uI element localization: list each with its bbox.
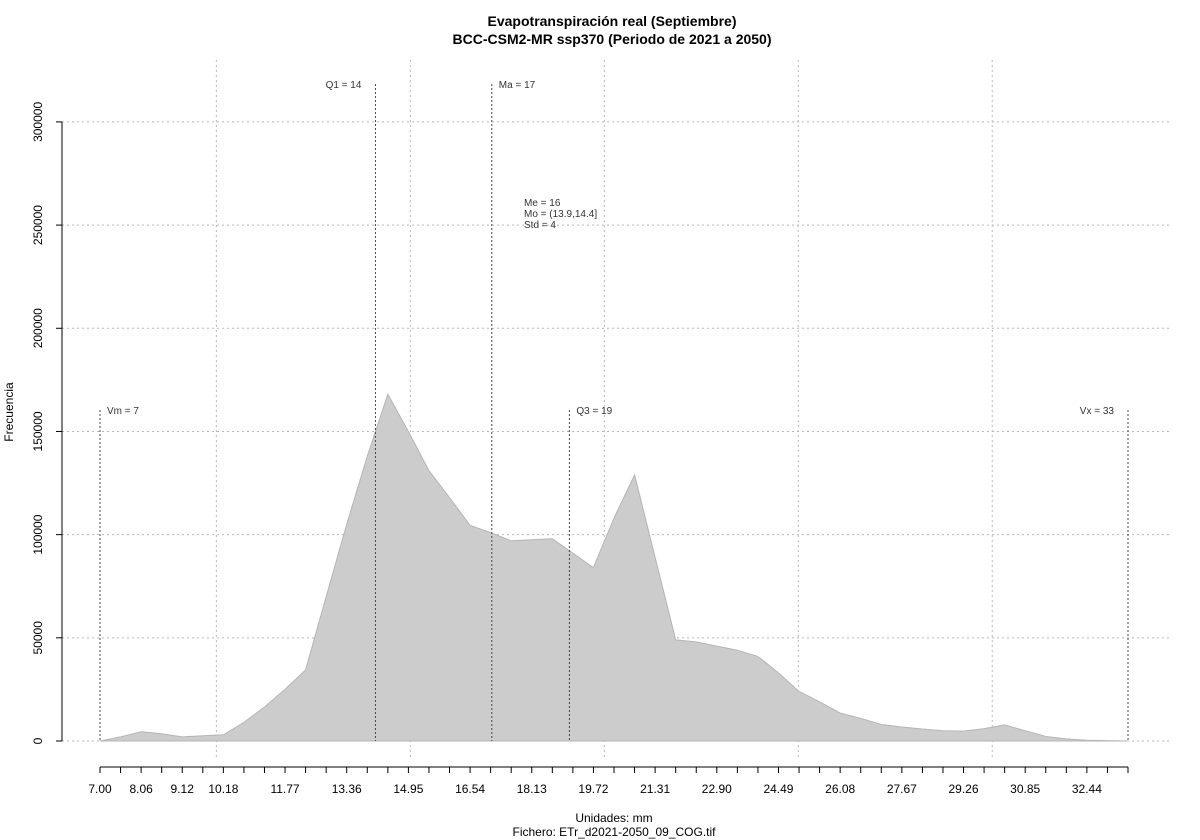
data-point <box>654 556 656 558</box>
data-point <box>161 733 163 735</box>
y-axis-label: Frecuencia <box>2 382 16 442</box>
data-point <box>510 540 512 542</box>
data-point <box>531 539 533 541</box>
data-point <box>469 524 471 526</box>
y-tick-label: 200000 <box>31 308 45 348</box>
data-point <box>963 730 964 732</box>
stat-line-label: Vm = 7 <box>107 406 139 417</box>
x-tick-label: 13.36 <box>332 782 362 796</box>
data-point <box>921 728 923 730</box>
data-point <box>901 726 903 728</box>
data-point <box>860 717 862 719</box>
data-point <box>1106 740 1108 742</box>
x-tick-label: 24.49 <box>763 782 793 796</box>
x-tick-label: 10.18 <box>208 782 238 796</box>
stats-box-line: Std = 4 <box>524 220 556 231</box>
data-point <box>325 596 327 597</box>
data-point <box>839 712 841 714</box>
data-point <box>407 431 409 432</box>
data-point <box>1045 736 1047 737</box>
stat-line-label: Vx = 33 <box>1080 406 1115 417</box>
data-point <box>1004 724 1006 726</box>
y-tick-label: 100000 <box>31 514 45 554</box>
data-point <box>1065 738 1067 740</box>
stat-line-label: Q3 = 19 <box>576 406 612 417</box>
y-tick-label: 300000 <box>31 102 45 142</box>
data-point <box>778 672 779 674</box>
data-point <box>428 470 430 472</box>
y-tick-label: 0 <box>31 737 45 744</box>
x-tick-label: 19.72 <box>578 782 608 796</box>
chart-subtitle: BCC-CSM2-MR ssp370 (Periodo de 2021 a 20… <box>453 31 772 47</box>
data-point <box>202 735 204 737</box>
data-point <box>222 734 224 736</box>
data-point <box>1127 740 1129 742</box>
data-point <box>716 645 718 647</box>
data-point <box>490 532 492 534</box>
data-point <box>366 455 368 457</box>
data-point <box>757 655 759 657</box>
stat-line-label: Ma = 17 <box>499 80 536 91</box>
data-point <box>819 701 821 703</box>
x-tick-label: 14.95 <box>393 782 423 796</box>
data-point <box>942 730 944 732</box>
x-tick-label: 11.77 <box>270 782 299 796</box>
x-axis: 7.00 8.06 9.12 10.18 11.77 13.36 14.95 16.54 18.… <box>88 766 1129 796</box>
data-point <box>551 538 553 540</box>
x-tick-label: 21.31 <box>640 782 670 796</box>
x-tick-label: 26.08 <box>825 782 855 796</box>
data-point <box>99 740 101 742</box>
x-tick-label: 18.13 <box>517 782 547 796</box>
data-point <box>346 523 348 525</box>
x-tick-label: 8.06 <box>129 782 153 796</box>
y-tick-label: 150000 <box>31 411 45 451</box>
x-tick-label: 27.67 <box>887 782 917 796</box>
data-point <box>798 691 800 692</box>
data-point <box>634 474 636 476</box>
x-tick-label: 7.00 <box>88 782 112 796</box>
grid <box>62 60 1172 760</box>
x-tick-label: 9.12 <box>171 782 195 796</box>
y-tick-label: 50000 <box>31 621 45 655</box>
data-point <box>880 724 882 725</box>
stats-box-line: Mo = (13.9,14.4] <box>524 209 597 220</box>
data-point <box>449 497 450 498</box>
frequency-area-layer <box>99 393 1129 742</box>
x-tick-label: 22.90 <box>702 782 732 796</box>
data-point <box>243 721 245 723</box>
frequency-area <box>99 393 1129 742</box>
data-point <box>387 393 389 395</box>
data-point <box>284 688 286 690</box>
x-tick-label: 32.44 <box>1072 782 1102 796</box>
data-point <box>613 517 615 519</box>
data-point <box>592 567 594 569</box>
data-point <box>983 728 985 730</box>
y-tick-label: 250000 <box>31 205 45 245</box>
data-point <box>264 706 265 708</box>
data-point <box>695 641 697 643</box>
stat-line-label: Q1 = 14 <box>326 80 362 91</box>
stats-box-line: Me = 16 <box>524 198 561 209</box>
data-point <box>140 731 142 733</box>
data-point <box>181 736 183 738</box>
data-point <box>572 552 574 554</box>
data-point <box>305 669 307 671</box>
file-name-label: Fichero: ETr_d2021-2050_09_COG.tif <box>513 825 717 839</box>
data-point <box>1086 739 1088 741</box>
stat-lines: Vm = 7 Q1 = 14 Ma = 17 Q3 = 19 Vx = 33 <box>99 80 1129 741</box>
chart-title: Evapotranspiración real (Septiembre) <box>488 13 737 29</box>
x-tick-label: 29.26 <box>949 782 979 796</box>
data-point <box>1024 730 1026 732</box>
data-point <box>736 649 738 651</box>
y-axis: 0 50000 100000 150000 200000 250000 300000 <box>31 102 63 744</box>
data-point <box>120 736 122 738</box>
x-tick-label: 30.85 <box>1010 782 1040 796</box>
data-point <box>675 639 677 641</box>
x-tick-label: 16.54 <box>455 782 485 796</box>
x-axis-label: Unidades: mm <box>575 811 652 825</box>
